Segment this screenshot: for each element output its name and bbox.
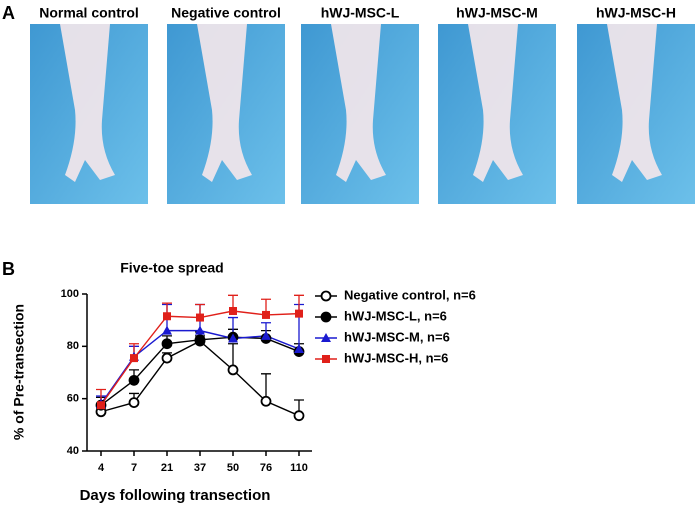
x-axis-label: Days following transection [80,487,271,504]
point [128,397,140,408]
legend-label: hWJ-MSC-H, n=6 [344,350,448,365]
point [128,374,140,386]
photo-label: hWJ-MSC-L [321,5,400,21]
point [97,401,105,410]
chart-title: Five-toe spread [120,260,223,276]
point [161,338,173,350]
y-tick-label: 100 [61,288,79,300]
point [195,325,205,335]
legend-label: hWJ-MSC-L, n=6 [344,308,447,323]
y-tick-label: 40 [67,445,79,457]
point [262,310,270,319]
x-tick-label: 50 [227,462,239,474]
point [229,307,237,316]
x-tick-label: 76 [260,462,272,474]
paw [607,24,662,182]
photo-label: Negative control [171,5,281,21]
point [130,354,138,363]
paw [197,24,252,182]
point [194,334,206,346]
point [261,330,271,340]
point [295,309,303,318]
photo-label: Normal control [39,5,139,21]
point [227,364,239,376]
legend-label: hWJ-MSC-M, n=6 [344,329,450,344]
panel-label: B [2,259,15,279]
paw [331,24,386,182]
legend-marker [321,333,331,342]
point [162,325,172,335]
point [260,395,272,407]
point [294,343,304,353]
panel-label: A [2,3,15,23]
legend-marker [322,355,330,363]
point [163,312,171,321]
x-tick-label: 21 [161,462,173,474]
y-tick-label: 60 [67,393,79,405]
point [196,313,204,322]
series-line [100,336,300,406]
x-tick-label: 7 [131,462,137,474]
x-tick-label: 4 [98,462,105,474]
photo-label: hWJ-MSC-M [456,5,538,21]
y-axis-label: % of Pre-transection [11,304,27,440]
legend-marker [320,311,332,323]
paw [468,24,523,182]
legend-label: Negative control, n=6 [344,287,476,302]
y-tick-label: 80 [67,340,79,352]
point [293,410,305,422]
photo-label: hWJ-MSC-H [596,5,676,21]
paw [60,24,115,182]
x-tick-label: 110 [290,462,308,474]
legend-marker [320,290,332,302]
point [228,333,238,343]
point [161,352,173,364]
x-tick-label: 37 [194,462,206,474]
